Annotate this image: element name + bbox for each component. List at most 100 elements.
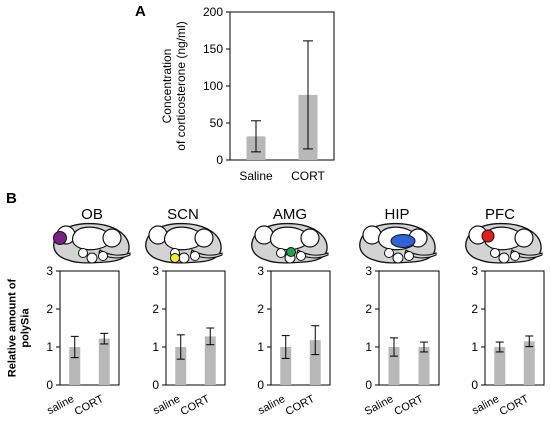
- y-tick-label: 1: [365, 340, 372, 354]
- brain-diagram: [465, 222, 543, 264]
- ventral-lobe-outline: [296, 251, 306, 261]
- chart-b-scn-frame: [165, 270, 226, 386]
- y-tick-label: 2: [471, 302, 478, 316]
- y-tick-label: 0: [365, 378, 372, 392]
- x-category-label: Saline: [363, 393, 396, 418]
- cerebellum-outline: [514, 228, 534, 248]
- bar: [280, 347, 292, 385]
- ventral-lobe-outline: [490, 248, 500, 258]
- prefrontal-cortex-region: [481, 229, 495, 243]
- suprachiasmatic-region: [170, 253, 180, 263]
- x-category-label: saline: [151, 393, 182, 417]
- bar: [418, 347, 430, 385]
- bar: [98, 338, 110, 385]
- bar: [69, 347, 81, 385]
- y-tick-label: 200: [203, 5, 223, 19]
- brain-diagram: [53, 222, 131, 264]
- y-tick-label: 3: [257, 264, 264, 278]
- y-tick-label: 1: [46, 340, 53, 354]
- chart-b-hip-frame: [378, 270, 440, 386]
- cerebellum-outline: [102, 228, 122, 248]
- ventral-lobe-outline: [98, 251, 108, 261]
- region-title: PFC: [485, 206, 515, 223]
- y-tick-label: 50: [210, 116, 224, 130]
- chart-b-y-label: Relative amount of polySia: [7, 278, 32, 377]
- bar: [175, 347, 187, 385]
- bar: [523, 341, 535, 385]
- brain-diagram: [359, 222, 437, 264]
- ventral-lobe-outline: [190, 251, 200, 261]
- y-tick-label: 3: [365, 264, 372, 278]
- ventral-lobe-outline: [510, 251, 520, 261]
- y-tick-label: 0: [152, 378, 159, 392]
- y-tick-label: 1: [471, 340, 478, 354]
- x-category-label: CORT: [392, 393, 425, 418]
- x-category-label: CORT: [291, 169, 325, 183]
- ventral-lobe-outline: [178, 252, 190, 264]
- y-tick-label: 3: [46, 264, 53, 278]
- ventral-lobe-outline: [86, 252, 98, 264]
- region-title: SCN: [167, 206, 199, 223]
- ventral-lobe-outline: [78, 248, 88, 258]
- shared-y-axis-label-line: Relative amount of: [7, 278, 19, 377]
- cerebellum-outline: [300, 228, 320, 248]
- y-tick-label: 0: [46, 378, 53, 392]
- amygdala-region: [286, 247, 296, 257]
- x-category-label: CORT: [284, 393, 317, 418]
- cerebellum-outline: [194, 228, 214, 248]
- region-title: HIP: [384, 206, 409, 223]
- panel-a-letter: A: [135, 3, 146, 20]
- y-tick-label: 0: [257, 378, 264, 392]
- panel-b-letter: B: [6, 190, 17, 207]
- x-category-label: saline: [470, 393, 501, 417]
- y-axis-label-line: Concentration: [160, 49, 174, 124]
- y-tick-label: 2: [365, 302, 372, 316]
- bar: [388, 347, 400, 385]
- y-tick-label: 150: [203, 42, 223, 56]
- chart-a-frame: [229, 11, 335, 161]
- shared-y-axis-label-line: polySia: [20, 308, 32, 348]
- x-category-label: CORT: [498, 393, 531, 418]
- ventral-lobe-outline: [498, 252, 510, 264]
- y-tick-label: 1: [257, 340, 264, 354]
- x-category-label: CORT: [73, 393, 106, 418]
- y-tick-label: 100: [203, 79, 223, 93]
- chart-b-ob-frame: [59, 270, 120, 386]
- brain-diagram: [145, 222, 223, 264]
- x-category-label: saline: [45, 393, 76, 417]
- y-tick-label: 1: [152, 340, 159, 354]
- ventral-lobe-outline: [384, 248, 394, 258]
- hippocampus-region: [390, 234, 416, 248]
- y-tick-label: 2: [257, 302, 264, 316]
- region-title: AMG: [273, 206, 307, 223]
- cortex-outline: [163, 226, 203, 251]
- chart-b-pfc-frame: [484, 270, 545, 386]
- x-category-label: Saline: [239, 169, 273, 183]
- olfactory-bulb-region: [53, 231, 67, 245]
- x-category-label: CORT: [179, 393, 212, 418]
- y-tick-label: 3: [152, 264, 159, 278]
- chart-b-amg-frame: [270, 270, 331, 386]
- ventral-lobe-outline: [276, 248, 286, 258]
- region-title: OB: [81, 206, 103, 223]
- brain-diagram: [251, 222, 329, 264]
- ventral-lobe-outline: [404, 251, 414, 261]
- y-tick-label: 0: [216, 153, 223, 167]
- cortex-outline: [269, 226, 309, 251]
- y-axis-label-line: of corticosterone (ng/ml): [174, 21, 188, 150]
- y-tick-label: 3: [471, 264, 478, 278]
- ventral-lobe-outline: [392, 252, 404, 264]
- chart-a: 0 50 100 150 200 Saline CORT: [203, 5, 335, 183]
- chart-a-y-label: Concentration of corticosterone (ng/ml): [160, 21, 188, 150]
- bar: [309, 340, 321, 385]
- bar: [494, 347, 506, 385]
- y-tick-label: 2: [152, 302, 159, 316]
- y-tick-label: 0: [471, 378, 478, 392]
